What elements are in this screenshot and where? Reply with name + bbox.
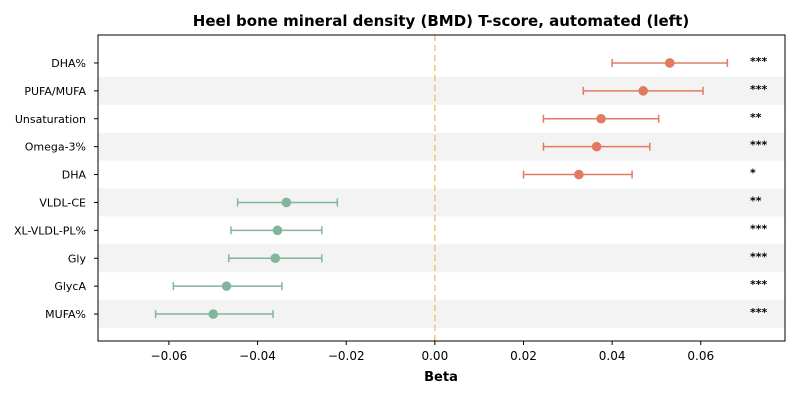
row-stripe <box>98 188 785 217</box>
row-label: Omega-3% <box>25 141 86 154</box>
significance-label: *** <box>750 250 768 263</box>
significance-label: * <box>750 167 756 180</box>
row-label: Unsaturation <box>15 113 86 126</box>
significance-label: *** <box>750 55 768 68</box>
x-axis-label: Beta <box>424 370 458 385</box>
x-tick-label: −0.06 <box>151 349 188 363</box>
row-label: DHA% <box>51 57 86 70</box>
row-stripe <box>98 132 785 161</box>
significance-label: *** <box>750 83 768 96</box>
x-tick-label: 0.04 <box>599 349 626 363</box>
row-label: PUFA/MUFA <box>24 85 86 98</box>
significance-label: ** <box>750 111 762 124</box>
estimate-point <box>221 281 232 291</box>
estimate-point <box>591 141 602 152</box>
estimate-point <box>596 113 606 124</box>
significance-label: *** <box>750 139 768 152</box>
row-stripe <box>98 244 785 273</box>
estimate-point <box>574 169 584 180</box>
row-label: DHA <box>62 169 87 182</box>
row-label: Gly <box>68 252 87 265</box>
chart-title: Heel bone mineral density (BMD) T-score,… <box>193 12 689 30</box>
row-stripes <box>98 76 785 328</box>
significance-label: ** <box>750 194 762 207</box>
estimate-point <box>281 197 292 208</box>
estimate-point <box>664 58 675 68</box>
estimate-point <box>272 225 283 236</box>
row-labels: DHA% PUFA/MUFA Unsaturation Omega-3% DHA VLDL… <box>14 57 98 321</box>
estimate-point <box>208 309 219 319</box>
x-tick-label: −0.02 <box>328 349 365 363</box>
row-label: MUFA% <box>45 308 86 321</box>
significance-label: *** <box>750 222 768 235</box>
x-tick-label: −0.04 <box>239 349 276 363</box>
row-label: VLDL-CE <box>39 196 86 209</box>
x-tick-label: 0.00 <box>421 349 448 363</box>
plot-frame <box>97 34 786 342</box>
row-label: GlycA <box>54 280 86 293</box>
significance-label: *** <box>750 306 768 319</box>
x-tick-label: 0.02 <box>510 349 537 363</box>
significance-label: *** <box>750 278 768 291</box>
row-label: XL-VLDL-PL% <box>14 224 86 237</box>
estimate-point <box>638 86 648 96</box>
estimate-point <box>270 253 281 264</box>
significance-labels: ************************** <box>750 55 768 319</box>
x-tick-label: 0.06 <box>687 349 714 363</box>
estimate-points <box>208 58 675 319</box>
x-axis-ticks: −0.06 −0.04 −0.02 0.00 0.02 0.04 0.06 <box>151 341 714 363</box>
